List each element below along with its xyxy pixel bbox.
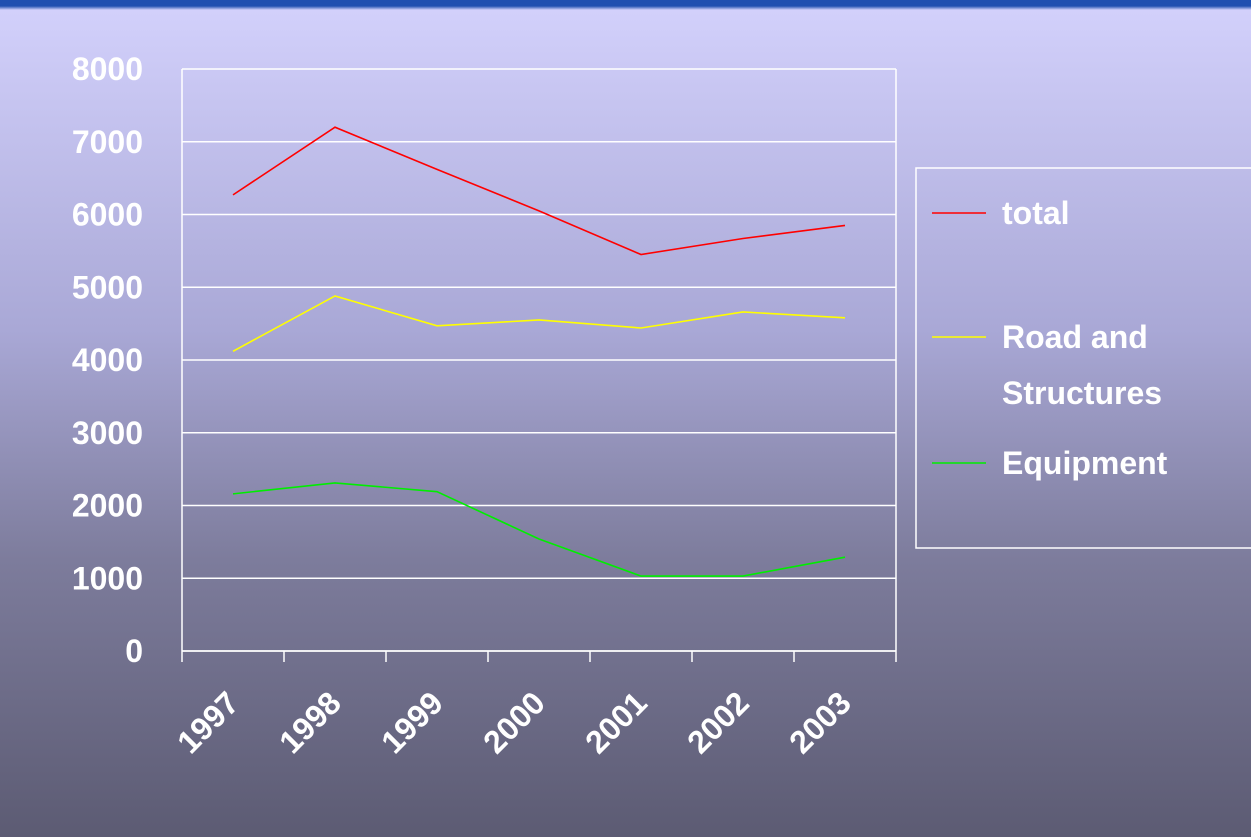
legend-label: Road and Structures [1002,319,1163,411]
x-tick-label: 2002 [680,684,756,760]
legend-box [915,167,1251,549]
y-tick-label: 3000 [72,415,143,451]
y-tick-label: 7000 [72,124,143,160]
y-tick-label: 4000 [72,342,143,378]
y-tick-label: 1000 [72,560,143,596]
y-tick-label: 0 [125,633,143,669]
x-tick-label: 2003 [782,684,858,760]
line-series [232,295,846,352]
y-tick-label: 8000 [72,51,143,87]
x-tick-label: 1998 [272,684,348,760]
line-series [232,126,846,256]
x-tick-label: 1999 [374,684,450,760]
legend-label: total [1002,195,1070,231]
y-tick-label: 6000 [72,197,143,233]
line-series [232,482,846,577]
y-tick-label: 2000 [72,488,143,524]
x-tick-label: 1997 [170,684,246,760]
x-tick-label: 2001 [578,684,654,760]
x-tick-label: 2000 [476,684,552,760]
legend-label: Equipment [1002,445,1168,481]
y-tick-label: 5000 [72,269,143,305]
